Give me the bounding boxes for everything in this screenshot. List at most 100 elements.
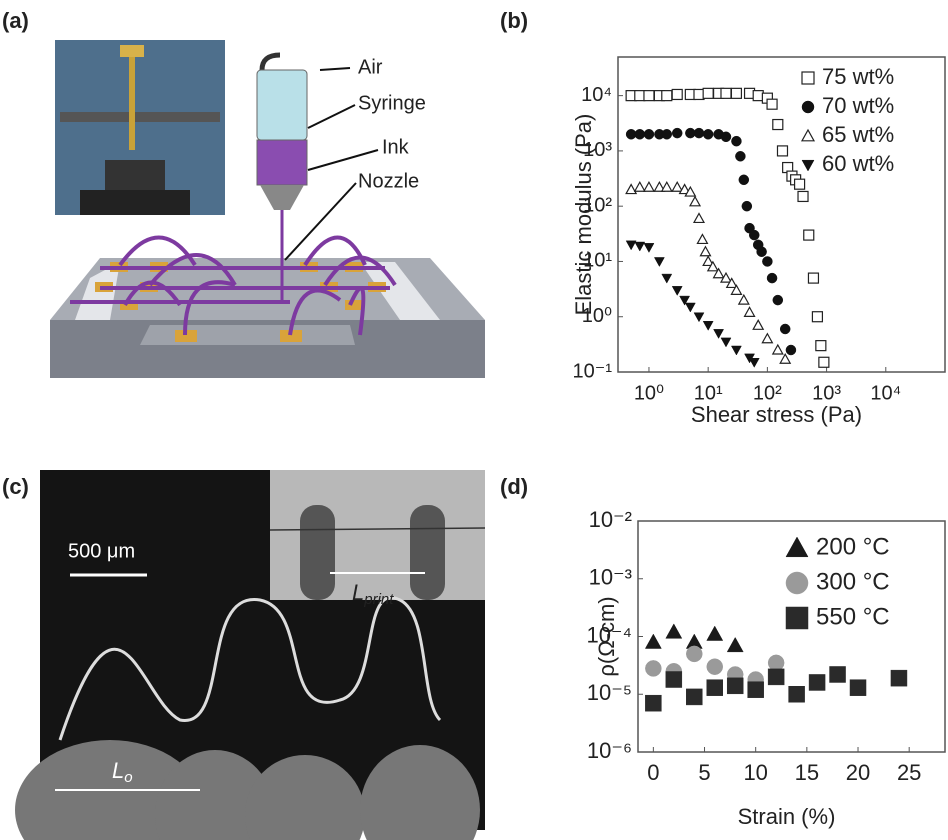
marker	[672, 182, 682, 191]
marker	[694, 89, 704, 99]
marker	[686, 689, 702, 705]
marker	[749, 358, 759, 367]
legend-marker	[786, 572, 808, 594]
marker	[745, 307, 755, 316]
marker	[757, 247, 767, 257]
marker	[891, 670, 907, 686]
x-tick-label: 20	[846, 760, 870, 785]
marker	[662, 274, 672, 283]
x-axis-title: Shear stress (Pa)	[691, 402, 862, 427]
marker	[644, 129, 654, 139]
marker	[666, 624, 682, 638]
marker	[635, 182, 645, 191]
x-tick-label: 10⁴	[870, 382, 901, 404]
marker	[700, 247, 710, 256]
micrograph	[15, 470, 485, 840]
legend-marker	[802, 72, 814, 84]
marker	[635, 91, 645, 101]
length-sub: o	[124, 769, 132, 786]
marker	[714, 329, 724, 338]
marker	[721, 338, 731, 347]
marker	[694, 313, 704, 322]
marker	[727, 637, 743, 651]
legend-label: 200 °C	[816, 533, 890, 560]
marker	[748, 682, 764, 698]
marker	[707, 680, 723, 696]
marker	[749, 230, 759, 240]
marker	[694, 213, 704, 222]
marker	[686, 646, 702, 662]
length-main: L	[112, 758, 124, 783]
marker	[697, 234, 707, 243]
x-tick-label: 10	[743, 760, 767, 785]
marker	[739, 175, 749, 185]
marker	[739, 295, 749, 304]
y-tick-label: 10⁻⁵	[587, 680, 632, 705]
marker	[742, 201, 752, 211]
marker	[635, 242, 645, 251]
panel-label: (c)	[2, 474, 29, 499]
x-tick-label: 10⁰	[634, 382, 664, 404]
marker	[707, 626, 723, 640]
marker	[645, 695, 661, 711]
legend-marker	[802, 101, 814, 113]
marker	[727, 678, 743, 694]
y-axis-title: Elastic modulus (Pa)	[571, 114, 596, 316]
panel-label: (a)	[2, 8, 29, 33]
y-tick-label: 10⁴	[581, 84, 612, 106]
marker	[703, 129, 713, 139]
plot-frame	[618, 57, 945, 372]
legend-label: 60 wt%	[822, 151, 894, 176]
marker	[672, 128, 682, 138]
marker	[662, 182, 672, 191]
legend-label: 75 wt%	[822, 64, 894, 89]
legend-marker	[802, 130, 814, 141]
callout: Nozzle	[358, 170, 419, 192]
marker	[645, 634, 661, 648]
marker	[812, 312, 822, 322]
x-tick-label: 25	[897, 760, 921, 785]
marker	[753, 91, 763, 101]
marker	[798, 191, 808, 201]
marker	[768, 669, 784, 685]
marker	[767, 99, 777, 109]
y-tick-label: 10⁻¹	[573, 360, 613, 382]
legend-marker	[786, 537, 808, 557]
callout: Ink	[382, 136, 410, 158]
marker	[767, 273, 777, 283]
marker	[626, 185, 636, 194]
marker	[777, 146, 787, 156]
marker	[694, 128, 704, 138]
marker	[753, 320, 763, 329]
marker	[780, 354, 790, 363]
marker	[645, 660, 661, 676]
legend-label: 70 wt%	[822, 93, 894, 118]
legend-label: 300 °C	[816, 568, 890, 595]
marker	[654, 257, 664, 266]
legend-marker	[802, 160, 814, 171]
marker	[644, 243, 654, 252]
marker	[644, 182, 654, 191]
marker	[644, 91, 654, 101]
marker	[721, 132, 731, 142]
printer-schematic	[50, 40, 485, 378]
x-tick-label: 15	[795, 760, 819, 785]
marker	[703, 88, 713, 98]
marker	[721, 88, 731, 98]
x-axis-title: Strain (%)	[738, 804, 836, 829]
marker	[707, 659, 723, 675]
marker	[635, 129, 645, 139]
marker	[762, 256, 772, 266]
marker	[789, 686, 805, 702]
y-tick-label: 10⁻⁶	[587, 738, 632, 763]
marker	[735, 151, 745, 161]
marker	[762, 334, 772, 343]
marker	[773, 345, 783, 354]
marker	[795, 179, 805, 189]
marker	[685, 303, 695, 312]
marker	[690, 197, 700, 206]
length-main: L	[352, 580, 364, 605]
marker	[808, 273, 818, 283]
marker	[819, 357, 829, 367]
callout: Air	[358, 56, 383, 78]
